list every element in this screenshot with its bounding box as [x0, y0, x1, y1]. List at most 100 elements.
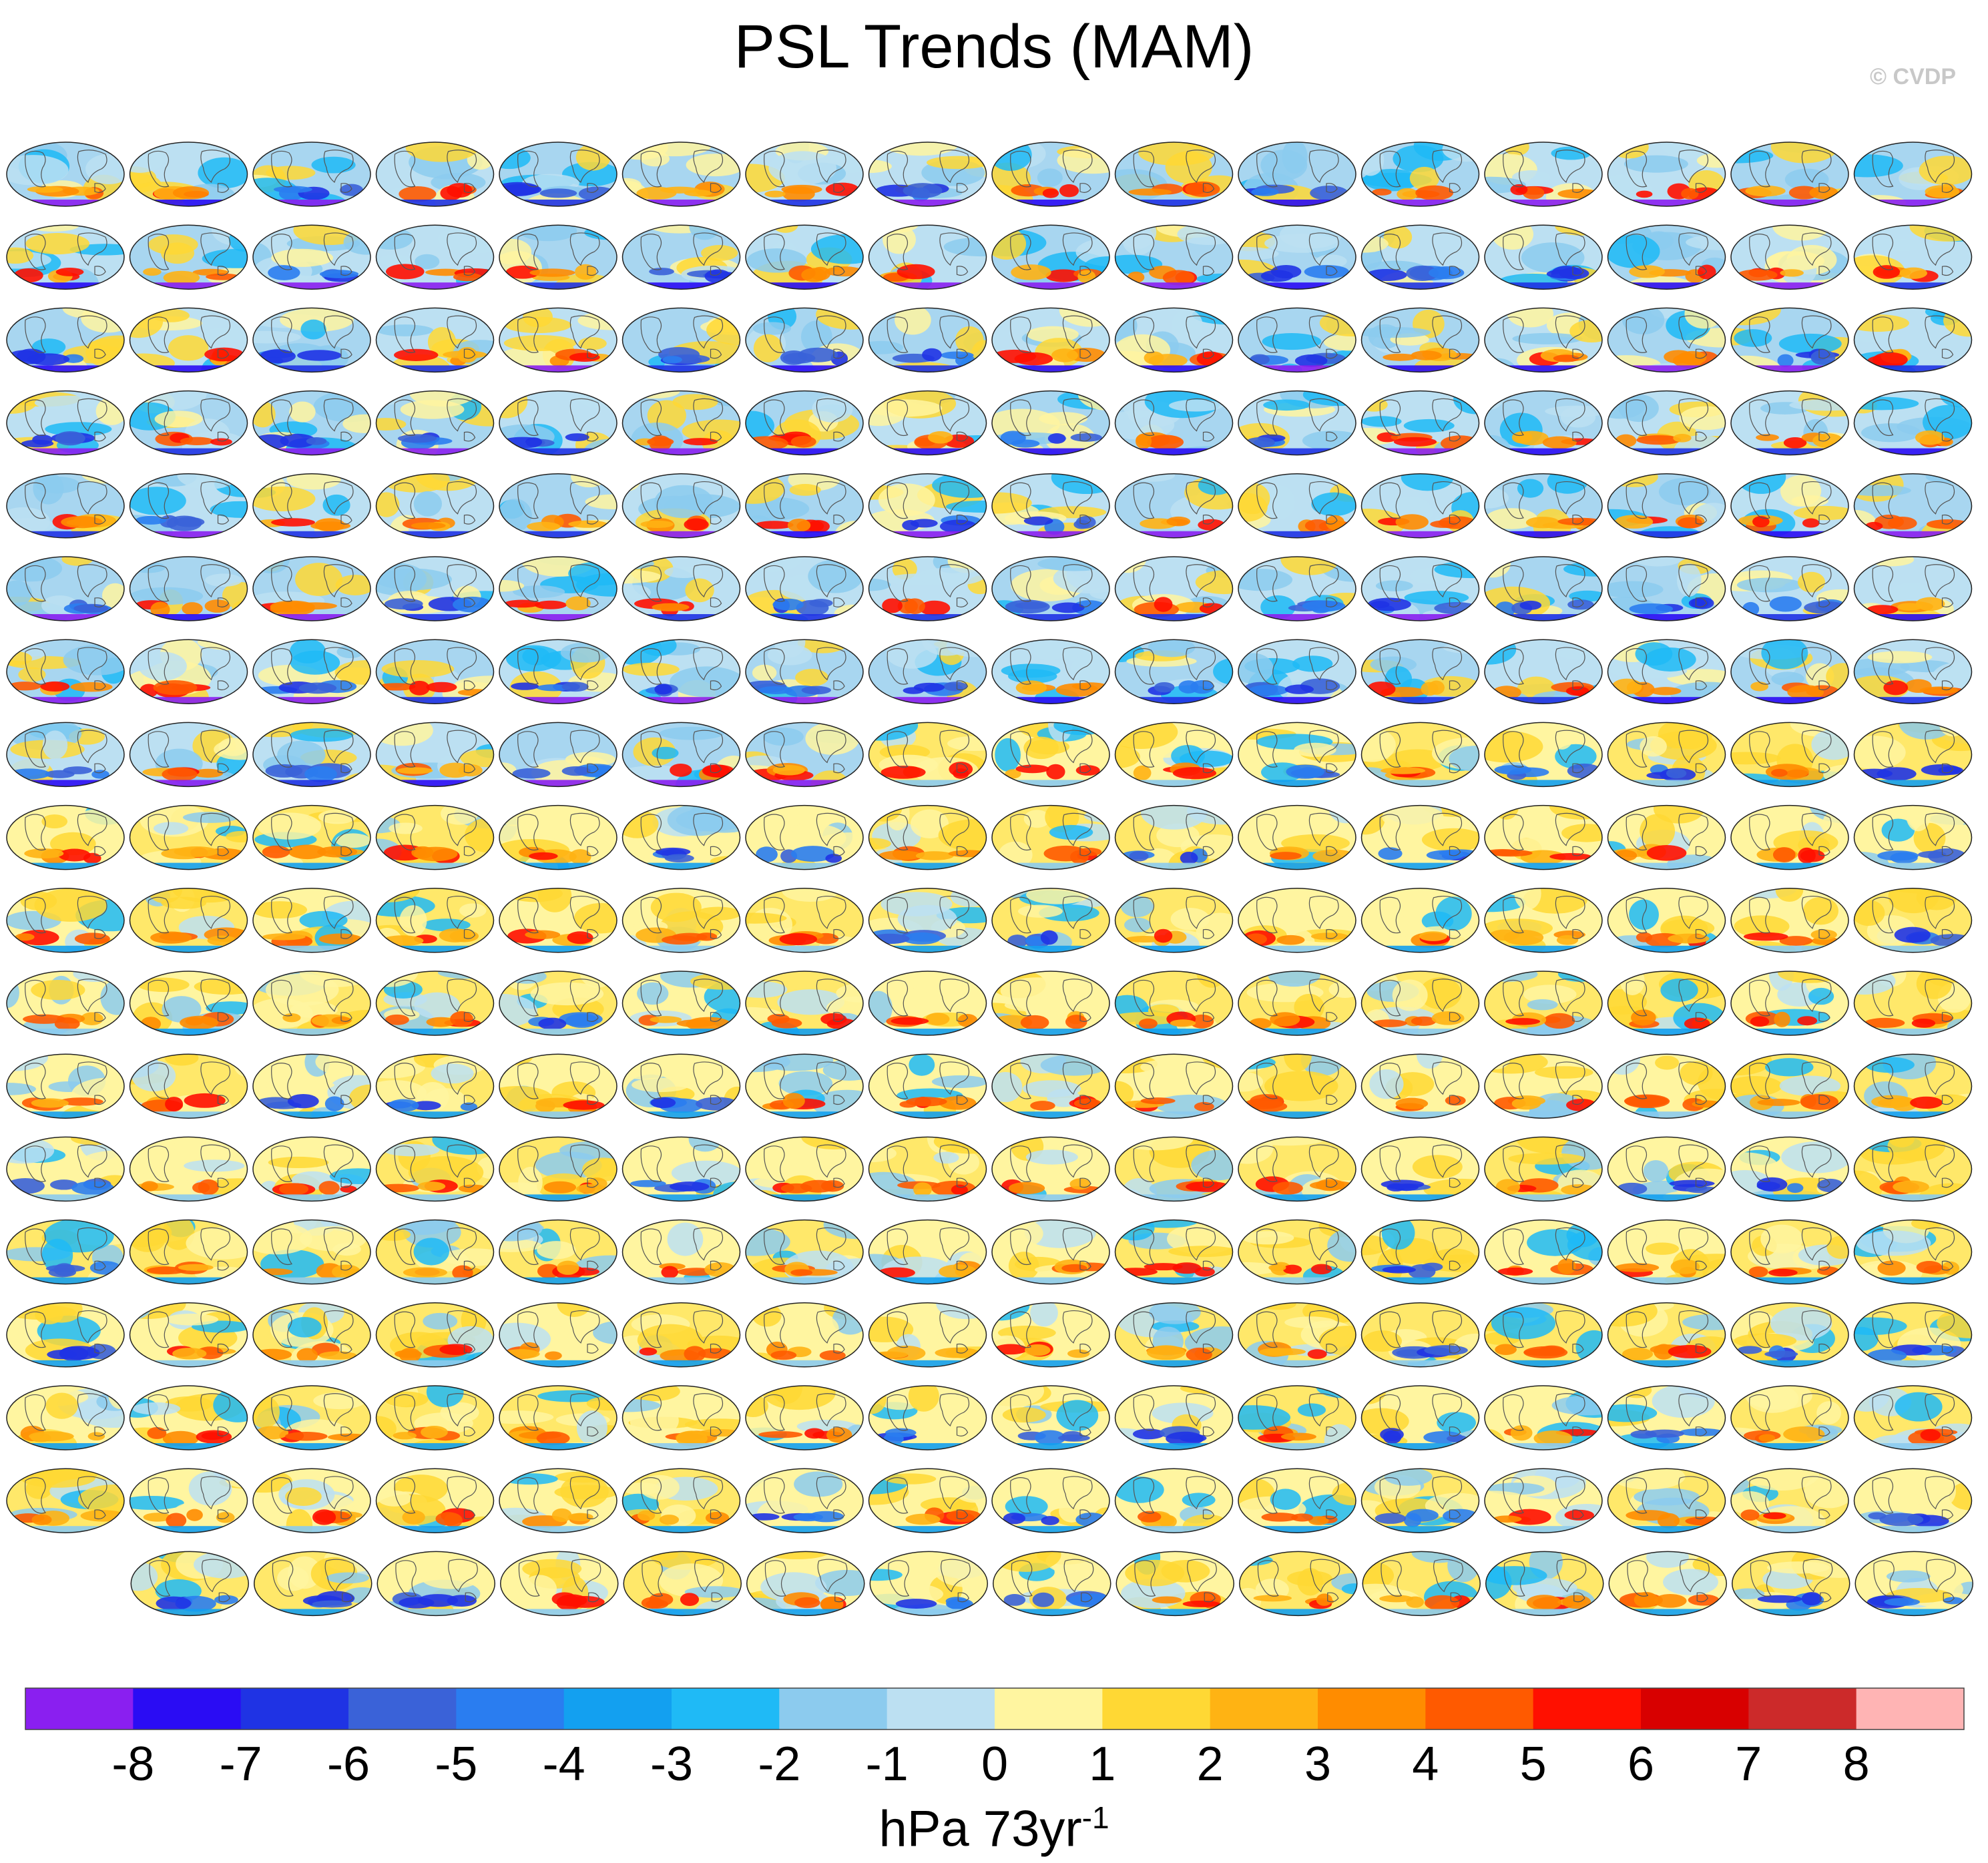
map-panel — [130, 1551, 249, 1617]
map-panel — [1360, 1219, 1480, 1285]
map-panel — [1360, 722, 1480, 788]
colorbar-tick-label: 2 — [1197, 1738, 1224, 1791]
map-panel — [1730, 1219, 1849, 1285]
map-panel — [1854, 1551, 1973, 1617]
map-panel — [499, 888, 617, 953]
map-panel — [1730, 224, 1849, 290]
map-panel — [1238, 1385, 1356, 1450]
map-panel — [375, 1302, 495, 1368]
map-panel — [6, 390, 125, 456]
map-panel — [252, 307, 371, 373]
map-panel — [1360, 390, 1480, 456]
map-panel — [868, 142, 987, 207]
map-panel — [991, 556, 1110, 621]
map-panel — [1238, 1302, 1356, 1368]
map-panel — [1484, 1302, 1603, 1368]
map-panel — [375, 1053, 495, 1119]
map-panel — [622, 1053, 741, 1119]
map-panel — [375, 971, 495, 1036]
map-panel — [1607, 1385, 1726, 1450]
credit-label: © CVDP — [1870, 64, 1956, 89]
map-panel — [1730, 639, 1849, 704]
colorbar-units: hPa 73yr-1 — [0, 1800, 1988, 1858]
colorbar-bin — [1210, 1688, 1318, 1729]
map-panel — [1238, 888, 1356, 953]
colorbar-tick-label: 3 — [1304, 1738, 1331, 1791]
map-panel — [1485, 1551, 1604, 1617]
map-panel — [1238, 722, 1356, 788]
map-panel — [991, 473, 1110, 539]
map-panel — [375, 639, 495, 704]
map-panel — [1360, 1385, 1480, 1450]
map-panel — [252, 888, 371, 953]
colorbar-bin — [1856, 1688, 1965, 1729]
map-panel — [1730, 1302, 1849, 1368]
map-panel — [129, 722, 248, 788]
colorbar-bin — [1533, 1688, 1642, 1729]
map-panel — [6, 224, 125, 290]
map-panel — [1484, 1468, 1603, 1533]
map-panel — [129, 1136, 248, 1202]
map-panel — [500, 1551, 619, 1617]
map-panel — [252, 224, 371, 290]
colorbar-tick-label: -2 — [758, 1738, 800, 1791]
map-panel — [868, 971, 987, 1036]
colorbar-bin — [1102, 1688, 1211, 1729]
map-panel — [129, 888, 248, 953]
colorbar-bin — [1318, 1688, 1426, 1729]
map-panel — [1853, 1302, 1973, 1368]
map-panel — [622, 390, 741, 456]
map-panel — [375, 390, 495, 456]
map-panel — [1730, 804, 1849, 870]
map-panel — [868, 473, 987, 539]
map-panel — [745, 804, 864, 870]
map-panel — [252, 1302, 371, 1368]
map-panel — [1607, 556, 1726, 621]
colorbar-tick-label: 7 — [1735, 1738, 1762, 1791]
map-panel — [1732, 1551, 1850, 1617]
map-panel — [1238, 639, 1356, 704]
map-panel — [254, 1551, 372, 1617]
map-panel — [869, 1551, 988, 1617]
map-panel — [622, 224, 741, 290]
map-panel — [1853, 390, 1973, 456]
map-panel — [6, 142, 125, 207]
map-panel — [1484, 888, 1603, 953]
units-text: hPa 73yr — [879, 1800, 1082, 1858]
map-panel — [991, 307, 1110, 373]
map-panel — [991, 224, 1110, 290]
map-panel — [1360, 307, 1480, 373]
map-panel — [129, 639, 248, 704]
colorbar-tick-label: -7 — [220, 1738, 262, 1791]
map-panel — [1114, 1468, 1234, 1533]
map-panel — [1360, 556, 1480, 621]
map-panel — [1607, 722, 1726, 788]
map-panel — [1360, 804, 1480, 870]
map-panel — [252, 142, 371, 207]
map-panel — [1114, 804, 1234, 870]
map-panel — [991, 1468, 1110, 1533]
map-panel — [1114, 639, 1234, 704]
colorbar-tick-label: 6 — [1628, 1738, 1654, 1791]
map-panel — [868, 224, 987, 290]
map-panel — [1238, 142, 1356, 207]
map-panel — [991, 1136, 1110, 1202]
map-panel — [499, 722, 617, 788]
map-panel — [868, 639, 987, 704]
map-panel — [622, 971, 741, 1036]
colorbar-bin — [563, 1688, 672, 1729]
map-panel — [868, 1053, 987, 1119]
map-panel — [1360, 1468, 1480, 1533]
map-panel — [1114, 556, 1234, 621]
map-panel — [1115, 1551, 1234, 1617]
map-panel — [991, 639, 1110, 704]
colorbar-bin — [1425, 1688, 1534, 1729]
map-panel — [622, 142, 741, 207]
map-panel — [375, 1219, 495, 1285]
map-panel — [1484, 1136, 1603, 1202]
colorbar-bin — [240, 1688, 349, 1729]
map-panel — [991, 1302, 1110, 1368]
map-panel — [6, 804, 125, 870]
map-panel — [375, 473, 495, 539]
